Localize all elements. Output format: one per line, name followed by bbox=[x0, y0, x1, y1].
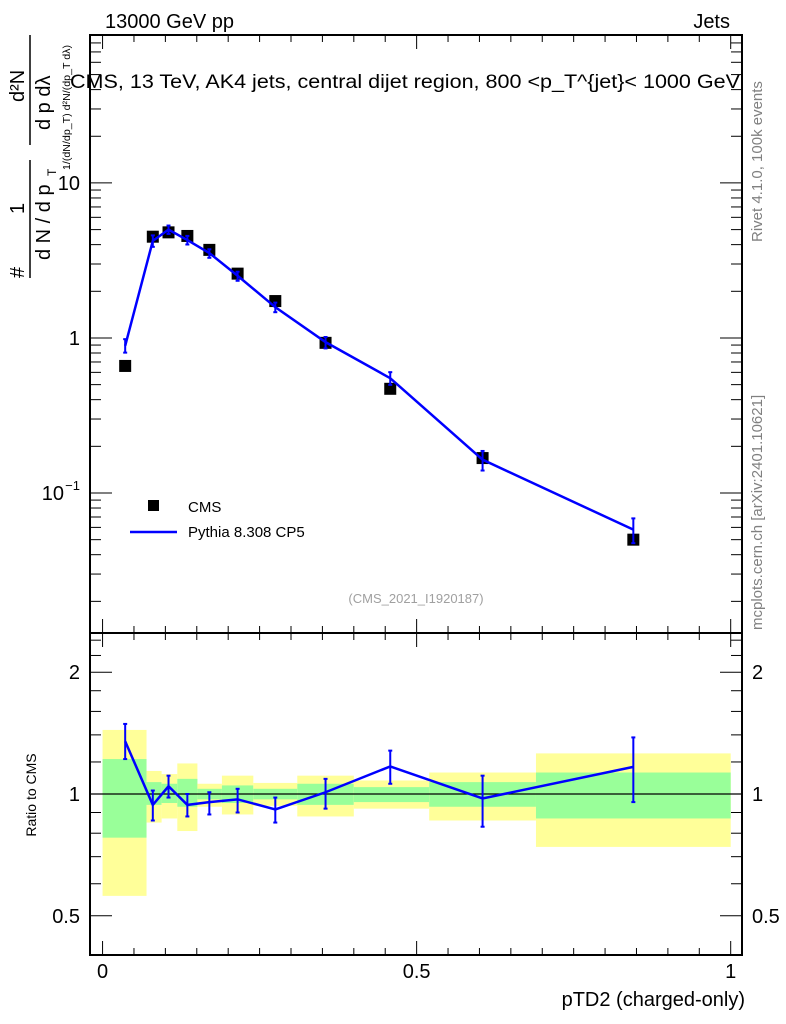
plot-title: CMS, 13 TeV, AK4 jets, central dijet reg… bbox=[70, 72, 740, 93]
ylabel-numerator-1: 1 bbox=[7, 203, 29, 214]
ratio-y-tick-label: 1 bbox=[69, 784, 80, 806]
legend-cms-marker bbox=[148, 500, 159, 511]
x-axis-label: pTD2 (charged-only) bbox=[562, 989, 745, 1011]
cms-data-point bbox=[119, 359, 132, 372]
y-tick-label: 1 bbox=[69, 328, 80, 350]
ylabel-text: 1/(dN/dp_T) d²N/(dp_T dλ) bbox=[62, 45, 73, 170]
stat-uncertainty-band bbox=[102, 759, 147, 838]
ylabel-denominator-2: d p dλ bbox=[33, 76, 55, 130]
legend-cms-label: CMS bbox=[188, 499, 221, 516]
pythia-line bbox=[123, 228, 634, 531]
ylabel-hash-1: # bbox=[7, 266, 29, 278]
ylabel-numerator-2: d²N bbox=[7, 70, 29, 102]
ratio-y-tick-label-right: 0.5 bbox=[752, 906, 780, 928]
x-tick-label: 0.5 bbox=[403, 961, 431, 983]
y-tick-label: 10 bbox=[58, 173, 80, 195]
rivet-version-label: Rivet 4.1.0, 100k events bbox=[749, 81, 766, 242]
analysis-watermark: (CMS_2021_I1920187) bbox=[348, 591, 483, 606]
y-axis-label-main: # 1 d N / d p T d²N d p dλ bbox=[7, 35, 59, 278]
cms-data-point bbox=[384, 382, 397, 395]
main-plot-marks bbox=[119, 224, 640, 546]
x-tick-label: 1 bbox=[725, 961, 736, 983]
y-axis-label-ratio: Ratio to CMS bbox=[23, 753, 39, 836]
ratio-y-tick-label: 2 bbox=[69, 662, 80, 684]
y-tick-exponent: −1 bbox=[65, 478, 80, 493]
header-process: 13000 GeV pp bbox=[105, 11, 234, 33]
y-tick-label: 10 bbox=[42, 483, 64, 505]
header-category: Jets bbox=[693, 11, 730, 33]
main-plot-frame bbox=[89, 34, 743, 634]
ratio-plot-marks bbox=[123, 722, 636, 828]
ylabel-denominator-1: d N / d p bbox=[33, 184, 55, 260]
ylabel-subscript-t: T bbox=[45, 168, 59, 176]
legend: CMS Pythia 8.308 CP5 bbox=[130, 499, 305, 541]
ratio-y-tick-label-right: 2 bbox=[752, 662, 763, 684]
ratio-y-tick-label-right: 1 bbox=[752, 784, 763, 806]
mcplots-credit-label: mcplots.cern.ch [arXiv:2401.10621] bbox=[749, 395, 766, 630]
legend-pythia-label: Pythia 8.308 CP5 bbox=[188, 524, 305, 541]
x-tick-label: 0 bbox=[97, 961, 108, 983]
ratio-y-tick-label: 0.5 bbox=[52, 906, 80, 928]
